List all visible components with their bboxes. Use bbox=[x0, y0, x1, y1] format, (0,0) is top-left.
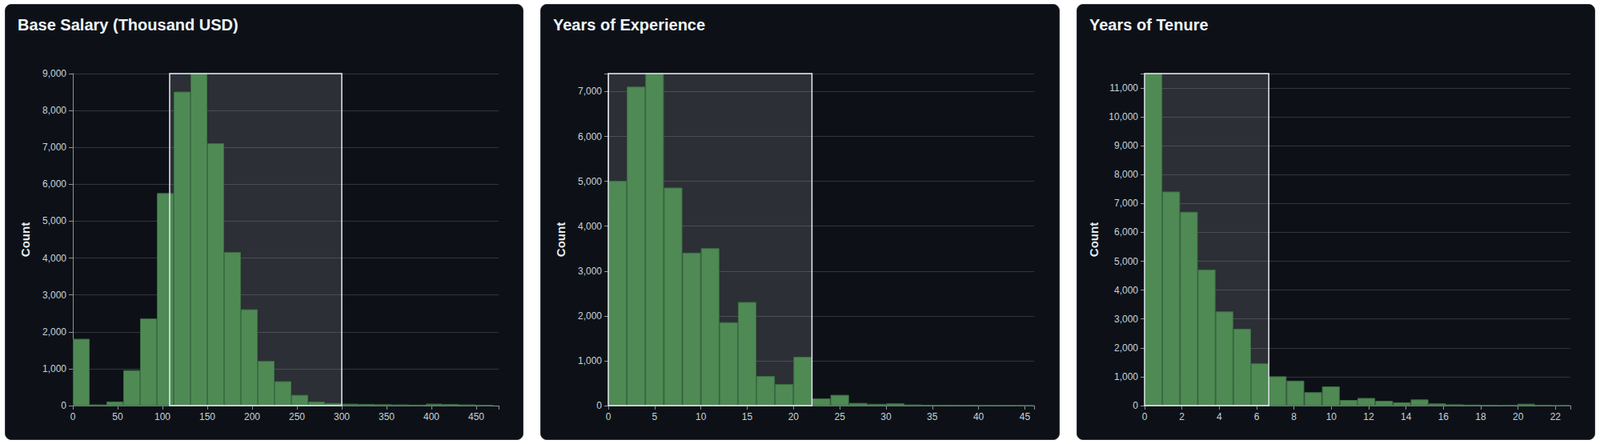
svg-text:18: 18 bbox=[1475, 411, 1487, 423]
svg-text:1,000: 1,000 bbox=[1114, 371, 1139, 383]
svg-text:Count: Count bbox=[1086, 222, 1101, 257]
svg-text:30: 30 bbox=[881, 411, 893, 423]
svg-text:1,000: 1,000 bbox=[42, 363, 67, 375]
svg-text:1,000: 1,000 bbox=[577, 355, 602, 367]
svg-text:2: 2 bbox=[1178, 411, 1185, 423]
svg-text:Years of Experience: Years of Experience bbox=[553, 16, 706, 34]
svg-text:250: 250 bbox=[288, 411, 305, 423]
svg-text:10,000: 10,000 bbox=[1108, 111, 1139, 123]
svg-text:2,000: 2,000 bbox=[42, 326, 67, 338]
svg-text:6,000: 6,000 bbox=[577, 131, 602, 143]
svg-text:150: 150 bbox=[199, 411, 216, 423]
svg-text:15: 15 bbox=[741, 411, 754, 423]
svg-text:35: 35 bbox=[926, 411, 939, 423]
svg-text:50: 50 bbox=[112, 411, 124, 423]
svg-text:6,000: 6,000 bbox=[1114, 226, 1139, 238]
svg-text:400: 400 bbox=[423, 411, 440, 423]
svg-text:2,000: 2,000 bbox=[1114, 342, 1139, 354]
svg-text:6: 6 bbox=[1253, 411, 1260, 423]
svg-text:5,000: 5,000 bbox=[577, 176, 602, 188]
svg-text:8,000: 8,000 bbox=[42, 104, 67, 117]
svg-text:3,000: 3,000 bbox=[42, 289, 67, 301]
svg-text:450: 450 bbox=[468, 411, 485, 423]
svg-text:11,000: 11,000 bbox=[1109, 82, 1139, 94]
svg-text:4,000: 4,000 bbox=[1114, 284, 1139, 297]
svg-text:9,000: 9,000 bbox=[42, 68, 67, 80]
svg-text:3,000: 3,000 bbox=[577, 265, 602, 277]
svg-text:2,000: 2,000 bbox=[577, 310, 602, 322]
svg-text:0: 0 bbox=[1132, 400, 1139, 412]
svg-text:Count: Count bbox=[553, 222, 568, 257]
svg-text:7,000: 7,000 bbox=[577, 85, 602, 97]
svg-text:22: 22 bbox=[1549, 411, 1561, 423]
svg-text:0: 0 bbox=[1141, 411, 1147, 423]
svg-text:200: 200 bbox=[244, 411, 261, 423]
svg-text:5,000: 5,000 bbox=[1114, 256, 1139, 268]
svg-text:350: 350 bbox=[378, 411, 395, 423]
svg-text:3,000: 3,000 bbox=[1114, 313, 1139, 325]
svg-text:300: 300 bbox=[333, 411, 350, 423]
svg-text:4,000: 4,000 bbox=[577, 220, 602, 233]
svg-text:100: 100 bbox=[154, 411, 171, 423]
svg-text:12: 12 bbox=[1363, 411, 1375, 423]
svg-text:0: 0 bbox=[70, 411, 77, 423]
svg-text:Base Salary (Thousand USD): Base Salary (Thousand USD) bbox=[17, 16, 239, 34]
svg-text:Years of Tenure: Years of Tenure bbox=[1089, 16, 1209, 34]
svg-text:0: 0 bbox=[597, 400, 603, 412]
svg-text:20: 20 bbox=[788, 411, 800, 423]
svg-text:4,000: 4,000 bbox=[42, 252, 67, 265]
svg-text:45: 45 bbox=[1019, 411, 1031, 423]
svg-text:4: 4 bbox=[1216, 411, 1223, 423]
svg-text:Count: Count bbox=[18, 222, 33, 257]
svg-text:0: 0 bbox=[60, 400, 67, 412]
svg-text:14: 14 bbox=[1400, 411, 1412, 423]
svg-text:5: 5 bbox=[652, 411, 658, 423]
svg-text:10: 10 bbox=[695, 411, 707, 423]
svg-text:6,000: 6,000 bbox=[42, 178, 67, 190]
svg-text:25: 25 bbox=[834, 411, 847, 423]
svg-text:7,000: 7,000 bbox=[42, 141, 67, 153]
svg-text:10: 10 bbox=[1325, 411, 1337, 423]
svg-text:16: 16 bbox=[1437, 411, 1449, 423]
svg-text:7,000: 7,000 bbox=[1114, 197, 1139, 209]
svg-text:5,000: 5,000 bbox=[42, 215, 67, 227]
svg-text:20: 20 bbox=[1512, 411, 1524, 423]
svg-text:9,000: 9,000 bbox=[1114, 140, 1139, 152]
svg-text:8,000: 8,000 bbox=[1114, 168, 1139, 181]
svg-text:0: 0 bbox=[605, 411, 612, 423]
svg-text:8: 8 bbox=[1291, 411, 1297, 423]
svg-text:40: 40 bbox=[973, 411, 985, 423]
